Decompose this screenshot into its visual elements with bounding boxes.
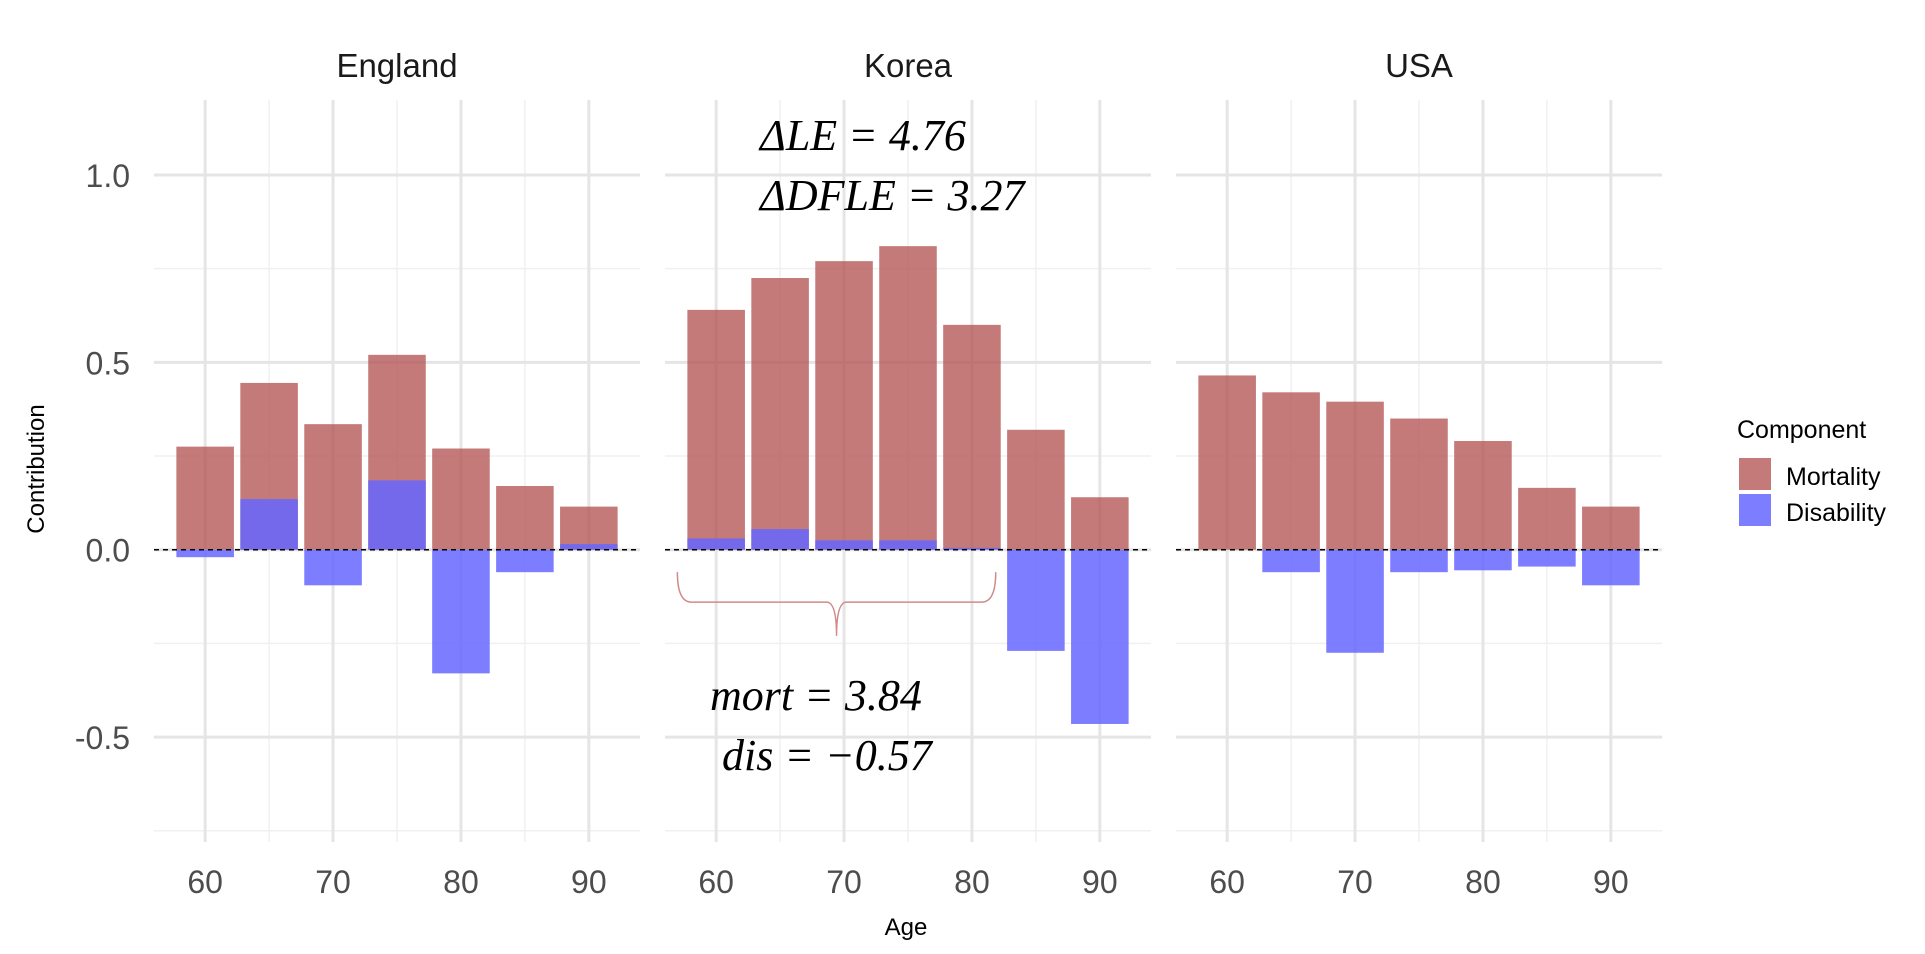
bar-mortality [943, 324, 1001, 550]
bar-mortality [815, 261, 873, 550]
mort-label: mort = 3.84 [710, 671, 922, 720]
bar-disability [368, 480, 426, 550]
bar-disability [1007, 549, 1065, 651]
x-axis-title: Age [885, 914, 928, 941]
bar-mortality [687, 309, 745, 550]
bar-mortality [1390, 418, 1448, 550]
bar-mortality [1582, 506, 1640, 550]
bar-disability [560, 544, 618, 550]
bar-disability [879, 540, 937, 550]
bar-mortality [1326, 401, 1384, 550]
legend-label-disability: Disability [1786, 499, 1887, 527]
panels-layer: -0.5 0.0 0.5 1.0 60 70 80 90 England 60 70 80 90 Kore… [75, 47, 1662, 900]
bar-disability [432, 549, 490, 674]
x-tick-label: 70 [1337, 864, 1373, 900]
bar-mortality [432, 448, 490, 550]
panel-usa: 60 70 80 90 USA [1176, 47, 1662, 900]
bar-mortality [176, 446, 234, 550]
bar-disability [1582, 549, 1640, 586]
facet-title: USA [1385, 47, 1453, 84]
bar-disability [1454, 549, 1512, 571]
bar-mortality [1262, 392, 1320, 550]
bar-disability [496, 549, 554, 573]
legend-label-mortality: Mortality [1786, 463, 1881, 491]
bar-disability [176, 549, 234, 558]
mortality-sum-brace [676, 572, 997, 636]
delta-le-label: ΔLE = 4.76 [758, 111, 966, 160]
y-tick-label: 0.0 [86, 533, 130, 569]
bar-mortality [751, 278, 809, 550]
bar-disability [943, 547, 1001, 550]
legend-key-mortality [1739, 458, 1771, 490]
x-tick-label: 80 [954, 864, 990, 900]
bar-disability [1326, 549, 1384, 653]
x-tick-label: 80 [443, 864, 479, 900]
bar-disability [751, 529, 809, 550]
x-tick-label: 70 [315, 864, 351, 900]
bar-disability [1518, 549, 1576, 567]
y-tick-label: 0.5 [86, 345, 130, 381]
bar-disability [1262, 549, 1320, 573]
bar-mortality [304, 424, 362, 550]
panel-korea: 60 70 80 90 Korea [665, 47, 1151, 900]
x-tick-label: 60 [187, 864, 223, 900]
bar-disability [687, 538, 745, 550]
x-tick-label: 90 [571, 864, 607, 900]
bar-mortality [1071, 497, 1129, 550]
x-tick-label: 60 [698, 864, 734, 900]
bar-disability [1071, 549, 1129, 724]
y-tick-label: -0.5 [75, 720, 130, 756]
bar-mortality [496, 485, 554, 550]
bar-disability [304, 549, 362, 586]
y-tick-label: 1.0 [86, 158, 130, 194]
legend-title: Component [1737, 416, 1866, 444]
bar-mortality [1198, 375, 1256, 550]
y-axis-title: Contribution [23, 404, 50, 533]
facet-title: England [336, 47, 457, 84]
legend-key-disability [1739, 494, 1771, 526]
korea-annotations: ΔLE = 4.76 ΔDFLE = 3.27 mort = 3.84 dis … [676, 111, 1027, 780]
bar-mortality [1518, 487, 1576, 550]
delta-dfle-label: ΔDFLE = 3.27 [758, 171, 1027, 220]
x-tick-label: 70 [826, 864, 862, 900]
x-tick-label: 60 [1209, 864, 1245, 900]
bar-disability [240, 499, 298, 550]
bar-mortality [1007, 429, 1065, 550]
panel-england: 60 70 80 90 England [154, 47, 640, 900]
bar-mortality [879, 246, 937, 550]
dis-label: dis = −0.57 [722, 731, 934, 780]
x-tick-label: 80 [1465, 864, 1501, 900]
facet-title: Korea [864, 47, 953, 84]
legend: Component Mortality Disability [1737, 416, 1887, 527]
bar-mortality [560, 506, 618, 550]
bar-disability [1390, 549, 1448, 573]
bar-disability [815, 540, 873, 550]
x-tick-label: 90 [1593, 864, 1629, 900]
bar-mortality [1454, 441, 1512, 550]
x-tick-label: 90 [1082, 864, 1118, 900]
